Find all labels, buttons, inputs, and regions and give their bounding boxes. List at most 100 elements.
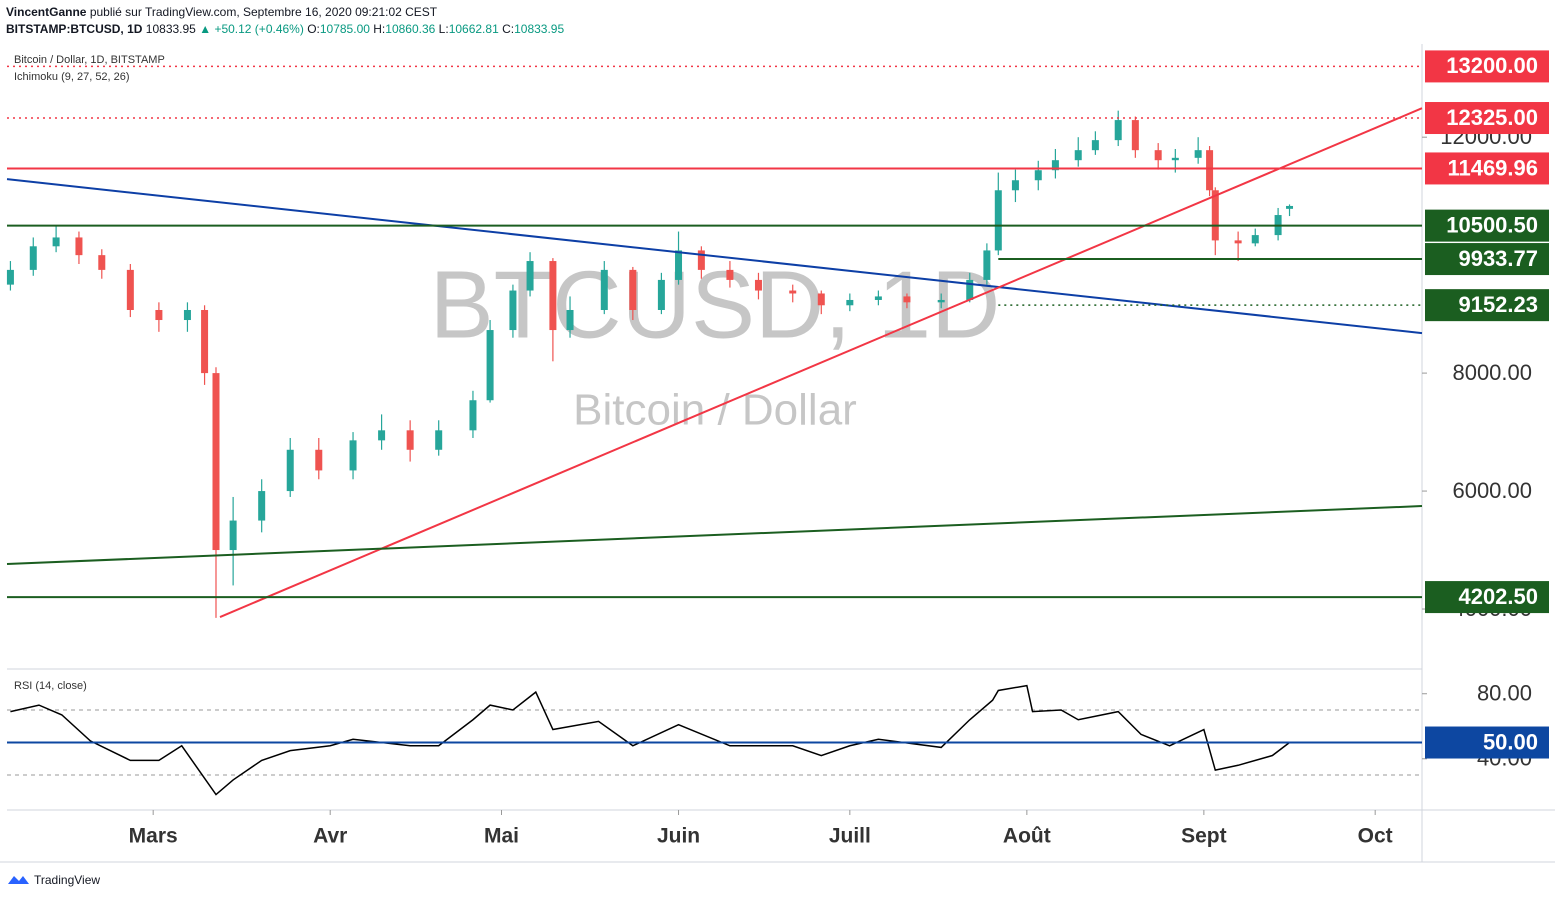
price-label: 10500.50	[1446, 212, 1538, 237]
symbol: BITSTAMP:BTCUSD, 1D	[6, 22, 143, 36]
ohlc-value: 10860.36	[385, 22, 436, 36]
ohlc-key: O:	[307, 22, 320, 36]
price-label: 13200.00	[1446, 53, 1538, 78]
candle-body	[1131, 120, 1139, 151]
candle-body	[526, 261, 534, 291]
x-tick-label: Juill	[829, 825, 871, 848]
ohlc-value: 10662.81	[448, 22, 499, 36]
x-tick-label: Août	[1003, 825, 1051, 848]
candle-body	[509, 290, 517, 331]
price-label-box	[1425, 152, 1549, 185]
price-label: 50.00	[1483, 729, 1538, 754]
candle-body	[435, 430, 443, 450]
brand: TradingView	[34, 873, 100, 887]
price-label: 11469.96	[1447, 155, 1538, 180]
candle-body	[1211, 190, 1219, 241]
candle-body	[1274, 215, 1282, 236]
price-label-box	[1425, 243, 1549, 276]
candle-body	[286, 449, 294, 492]
candle-body	[469, 400, 477, 431]
candle-body	[903, 296, 911, 303]
candle-body	[994, 190, 1002, 251]
price-label-box	[1425, 209, 1549, 242]
quote-line: BITSTAMP:BTCUSD, 1D 10833.95 ▲ +50.12 (+…	[6, 22, 564, 36]
candle-body	[349, 440, 357, 471]
candle-body	[1091, 140, 1099, 151]
candle-body	[1286, 205, 1294, 209]
candle-body	[983, 250, 991, 280]
candle-body	[1074, 150, 1082, 161]
candle-body	[1034, 170, 1042, 181]
x-tick-label: Mai	[484, 825, 519, 848]
author: VincentGanne	[6, 5, 87, 19]
ohlc-key: C:	[502, 22, 515, 36]
candle-body	[6, 269, 14, 285]
candle-body	[754, 279, 762, 291]
candle-body	[486, 330, 494, 401]
candle-body	[212, 373, 220, 551]
price-label: 9933.77	[1458, 246, 1538, 271]
candle-body	[315, 449, 323, 471]
ohlc: O:10785.00 H:10860.36 L:10662.81 C:10833…	[307, 22, 564, 36]
candle-body	[1251, 235, 1259, 244]
candle-body	[1051, 160, 1059, 171]
x-tick-label: Avr	[313, 825, 347, 848]
candle-body	[258, 491, 266, 521]
candle-body	[657, 279, 665, 310]
y-tick-label: 8000.00	[1452, 360, 1532, 385]
candle-body	[1171, 157, 1179, 161]
x-tick-label: Juin	[657, 825, 700, 848]
candle-body	[675, 250, 683, 280]
trend-line	[6, 178, 1423, 335]
candle-body	[817, 293, 825, 306]
candle-body	[1206, 150, 1214, 191]
candle-body	[29, 246, 37, 270]
trend-line	[6, 505, 1423, 566]
y-tick-label: 4000.00	[1452, 596, 1532, 621]
candle-body	[726, 269, 734, 280]
candle-body	[600, 269, 608, 310]
trend-line	[219, 107, 1423, 618]
candle-body	[183, 309, 191, 321]
ohlc-value: 10785.00	[319, 22, 370, 36]
watermark-subtitle: Bitcoin / Dollar	[573, 386, 857, 435]
candle-body	[378, 430, 386, 441]
candle-body	[1234, 240, 1242, 244]
rsi-title: RSI (14, close)	[14, 680, 87, 692]
price-label: 9152.23	[1458, 292, 1538, 317]
publish-line: VincentGanne publié sur TradingView.com,…	[6, 5, 437, 19]
price-label-box	[1425, 726, 1549, 759]
candle-body	[1154, 150, 1162, 161]
series-title: Bitcoin / Dollar, 1D, BITSTAMP	[14, 54, 165, 66]
candle-body	[697, 250, 705, 270]
candle-body	[406, 430, 414, 450]
candle-body	[789, 290, 797, 294]
change: +50.12 (+0.46%)	[214, 22, 304, 36]
price-label-box	[1425, 50, 1549, 83]
watermark: BTCUSD, 1D	[430, 251, 1001, 358]
candle-body	[549, 261, 557, 331]
candle-body	[75, 237, 83, 256]
price-label-box	[1425, 581, 1549, 614]
ohlc-value: 10833.95	[514, 22, 565, 36]
ohlc-key: H:	[373, 22, 386, 36]
last: 10833.95	[145, 22, 196, 36]
candle-body	[846, 299, 854, 306]
candle-body	[566, 309, 574, 331]
up-arrow: ▲	[199, 22, 212, 36]
published: publié sur TradingView.com, Septembre 16…	[89, 5, 438, 19]
indicator-title: Ichimoku (9, 27, 52, 26)	[14, 71, 130, 83]
x-tick-label: Sept	[1181, 825, 1227, 848]
candle-body	[155, 309, 163, 321]
candle-body	[201, 309, 209, 374]
brand-logo	[8, 876, 29, 884]
price-label: 4202.50	[1458, 584, 1538, 609]
candle-body	[937, 299, 945, 303]
y-tick-label: 12000.00	[1440, 124, 1532, 149]
candle-body	[126, 269, 134, 310]
candle-body	[629, 269, 637, 310]
price-label-box	[1425, 289, 1549, 322]
x-tick-label: Mars	[129, 825, 178, 848]
